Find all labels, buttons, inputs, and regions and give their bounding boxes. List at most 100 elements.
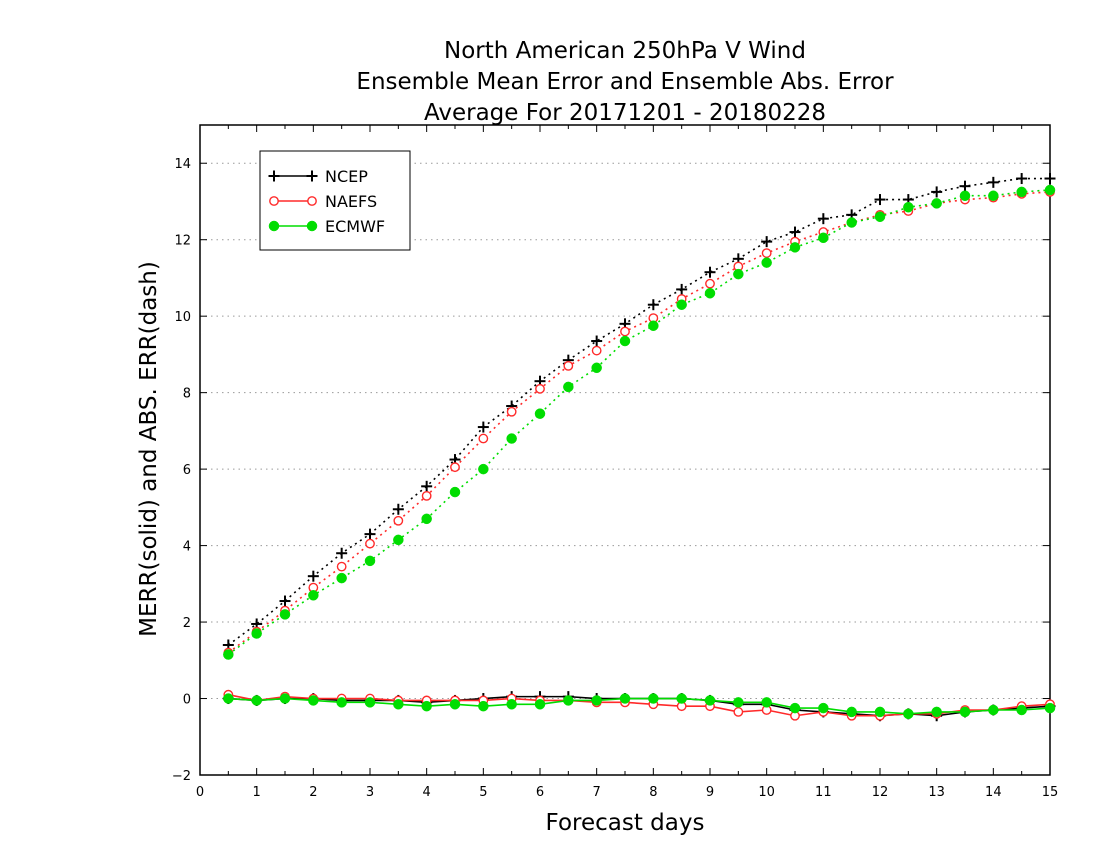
series-ncep-abs-err-point — [959, 180, 971, 192]
series-ecmwf-abs-err-point — [591, 362, 602, 374]
series-ecmwf-mean-err-point — [393, 699, 404, 710]
series-ecmwf-mean-err-point — [251, 695, 262, 706]
series-ncep-abs-err-point — [761, 236, 773, 248]
series-ecmwf-mean-err-point — [874, 706, 886, 718]
x-tick-label: 5 — [479, 785, 487, 800]
series-ecmwf-abs-err-point — [676, 299, 687, 310]
series-naefs-abs-err-line — [227, 191, 1051, 654]
y-tick-label: −2 — [172, 769, 191, 784]
legend-marker-ecmwf — [268, 220, 280, 232]
legend-entry-ecmwf: ECMWF — [268, 217, 385, 236]
y-axis-label: MERR(solid) and ABS. ERR(dash) — [136, 261, 162, 637]
series-ecmwf-mean-err-point — [761, 697, 772, 708]
series-ecmwf-abs-err-point — [308, 590, 319, 601]
series-ecmwf-abs-err-point — [619, 335, 631, 347]
series-ecmwf-abs-err-point — [563, 381, 574, 393]
series-ecmwf-mean-err-point — [733, 697, 744, 708]
series-ecmwf-abs-err-point — [988, 190, 999, 201]
series-naefs-abs-err-point — [421, 490, 432, 501]
series-ncep-abs-err-point — [307, 570, 319, 582]
series-ecmwf-mean-err-point — [931, 706, 942, 718]
series-ecmwf-abs-err-point — [393, 534, 404, 546]
series-naefs-abs-err-point — [620, 326, 630, 337]
x-tick-label: 11 — [815, 785, 832, 800]
series-ecmwf-mean-err-point — [818, 702, 829, 714]
x-tick-label: 6 — [536, 785, 544, 800]
series-ecmwf-abs-err-point — [789, 242, 801, 253]
series-ncep-abs-err-point — [1016, 173, 1028, 185]
y-tick-label: 12 — [174, 234, 191, 249]
series-ecmwf-abs-err-point — [818, 232, 829, 244]
y-tick-label: 14 — [174, 157, 191, 172]
series-naefs-abs-err-point — [336, 561, 347, 572]
series-ncep-abs-err-point — [477, 421, 489, 433]
x-tick-label: 2 — [309, 785, 317, 800]
x-tick-label: 14 — [985, 785, 1002, 800]
series-ecmwf-mean-err-point — [449, 699, 461, 710]
legend-label-ncep: NCEP — [325, 167, 368, 186]
series-ncep-abs-err-point — [392, 503, 404, 515]
chart-title: North American 250hPa V Wind Ensemble Me… — [200, 36, 1050, 129]
chart-title-line-3: Average For 20171201 - 20180228 — [423, 100, 827, 126]
series-ecmwf-mean-err-point — [478, 700, 489, 712]
series-ecmwf-mean-err-point — [846, 706, 857, 718]
x-tick-label: 9 — [706, 785, 714, 800]
series-ecmwf-mean-err-point — [704, 695, 716, 706]
series-ecmwf-abs-err-point — [223, 649, 234, 660]
series-ecmwf-abs-err-point — [648, 320, 659, 331]
series-ncep-abs-err-point — [987, 176, 999, 188]
legend-label-naefs: NAEFS — [325, 192, 377, 211]
series-ecmwf-mean-err-point — [534, 699, 546, 710]
series-ecmwf-mean-err-point — [648, 693, 659, 704]
series-naefs-abs-err-point — [761, 248, 772, 258]
y-tick-label: 6 — [183, 463, 191, 478]
y-tick-label: 4 — [183, 540, 191, 555]
series-naefs-abs-err-point — [450, 462, 460, 473]
series-ecmwf-mean-err-point — [563, 695, 574, 706]
x-axis-label: Forecast days — [545, 810, 705, 836]
series-ecmwf-abs-err-point — [761, 257, 772, 268]
series-ecmwf-abs-err-point — [449, 486, 461, 498]
series-naefs-abs-err-point — [705, 278, 715, 289]
series-ecmwf-abs-err-point — [1016, 186, 1027, 198]
legend: NCEP NAEFS ECMWF — [259, 150, 411, 251]
series-ecmwf-abs-err-point — [336, 572, 347, 584]
series-ecmwf-mean-err-point — [1016, 704, 1027, 716]
series-ncep-abs-err-point — [364, 528, 376, 540]
legend-marker-naefs — [269, 196, 279, 206]
y-tick-label: 8 — [183, 387, 191, 402]
legend-marker-ncep — [268, 170, 280, 182]
series-naefs-abs-err-point — [393, 515, 404, 526]
series-ecmwf-mean-err-point — [1044, 702, 1056, 714]
series-ecmwf-mean-err-point — [959, 706, 971, 718]
series-ecmwf-mean-err-point — [619, 693, 631, 704]
legend-entry-naefs: NAEFS — [269, 192, 377, 211]
series-ncep-abs-err-point — [789, 226, 801, 238]
series-ecmwf-abs-err-point — [846, 217, 857, 228]
series-ecmwf-mean-err-point — [988, 704, 999, 716]
series-ncep-abs-err-point — [931, 186, 943, 198]
x-tick-label: 8 — [649, 785, 657, 800]
legend-marker-ncep — [306, 170, 318, 182]
x-tick-label: 12 — [872, 785, 889, 800]
series-ecmwf-abs-err-point — [733, 268, 744, 280]
series-ecmwf-mean-err-point — [308, 695, 319, 706]
x-tick-label: 7 — [593, 785, 601, 800]
series-ncep-abs-err-point — [336, 547, 348, 559]
series-ecmwf-abs-err-point — [251, 628, 262, 639]
series-ecmwf-mean-err-point — [903, 708, 914, 720]
series-ncep-abs-err-point — [421, 480, 433, 492]
series-naefs-abs-err-point — [478, 433, 489, 444]
series-naefs-abs-err-point — [506, 406, 517, 417]
series-ecmwf-abs-err-point — [421, 513, 432, 525]
series-naefs-abs-err-point — [535, 383, 545, 394]
series-ncep-abs-err-line — [227, 177, 1050, 646]
series-ecmwf-mean-err-point — [789, 702, 801, 714]
series-ecmwf-abs-err-point — [534, 408, 546, 419]
series-naefs-abs-err-point — [563, 360, 574, 371]
series-ncep-abs-err-point — [817, 213, 829, 225]
y-tick-label: 0 — [183, 693, 191, 708]
series-naefs-abs-err-point — [591, 345, 602, 356]
series-ncep-abs-err-point — [1044, 173, 1056, 185]
